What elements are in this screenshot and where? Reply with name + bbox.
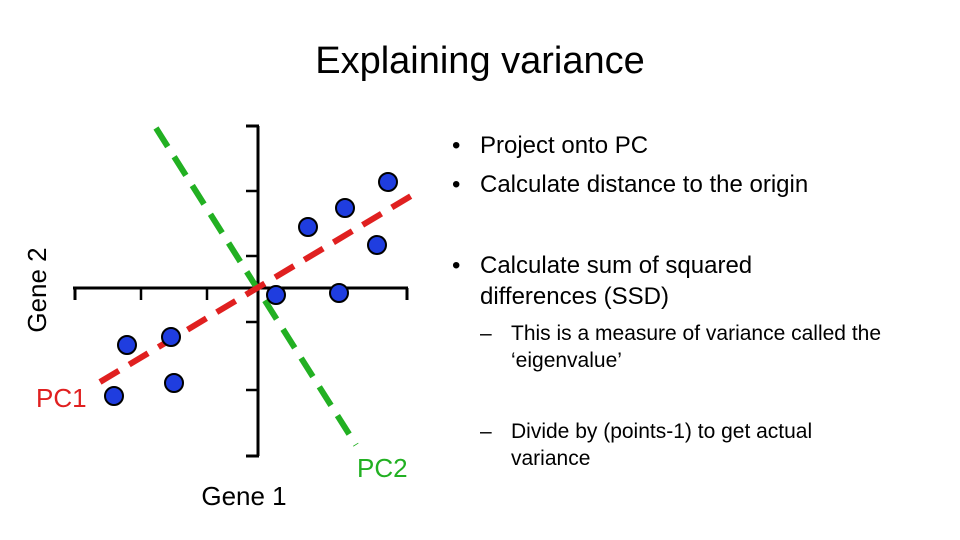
slide-title: Explaining variance bbox=[315, 40, 645, 82]
pc1-line bbox=[98, 190, 418, 385]
bullet-text: Project onto PC bbox=[480, 132, 649, 159]
data-point bbox=[104, 386, 124, 406]
sub-bullet-dash: – bbox=[480, 322, 492, 345]
data-point bbox=[266, 285, 286, 305]
data-point bbox=[164, 373, 184, 393]
data-point bbox=[335, 198, 355, 218]
data-points bbox=[104, 172, 398, 406]
bullet-distance: • Calculate distance to the origin bbox=[450, 169, 808, 200]
data-point bbox=[117, 335, 137, 355]
bullet-text: Calculate sum of squared differences (SS… bbox=[480, 252, 753, 310]
data-point bbox=[378, 172, 398, 192]
sub-bullet-dash: – bbox=[480, 420, 492, 443]
sub-bullet-text: This is a measure of variance called the… bbox=[511, 322, 882, 372]
y-axis-label: Gene 2 bbox=[22, 247, 52, 332]
pc1-label: PC1 bbox=[36, 383, 87, 413]
x-axis-label: Gene 1 bbox=[201, 481, 286, 511]
sub-bullet-text: Divide by (points-1) to get actual varia… bbox=[511, 420, 813, 470]
axes bbox=[73, 124, 409, 458]
sub-bullet-divide: – Divide by (points-1) to get actual var… bbox=[480, 418, 891, 472]
bullet-dot: • bbox=[452, 171, 461, 198]
bullet-text: Calculate distance to the origin bbox=[480, 171, 809, 198]
pc2-label: PC2 bbox=[357, 453, 408, 483]
data-point bbox=[329, 283, 349, 303]
data-point bbox=[161, 327, 181, 347]
data-point bbox=[367, 235, 387, 255]
bullet-dot: • bbox=[452, 132, 461, 159]
sub-bullet-eigenvalue: – This is a measure of variance called t… bbox=[480, 320, 901, 374]
bullet-project: • Project onto PC bbox=[450, 130, 648, 161]
data-point bbox=[298, 217, 318, 237]
bullet-dot: • bbox=[452, 252, 461, 279]
bullet-ssd: • Calculate sum of squared differences (… bbox=[450, 250, 840, 312]
